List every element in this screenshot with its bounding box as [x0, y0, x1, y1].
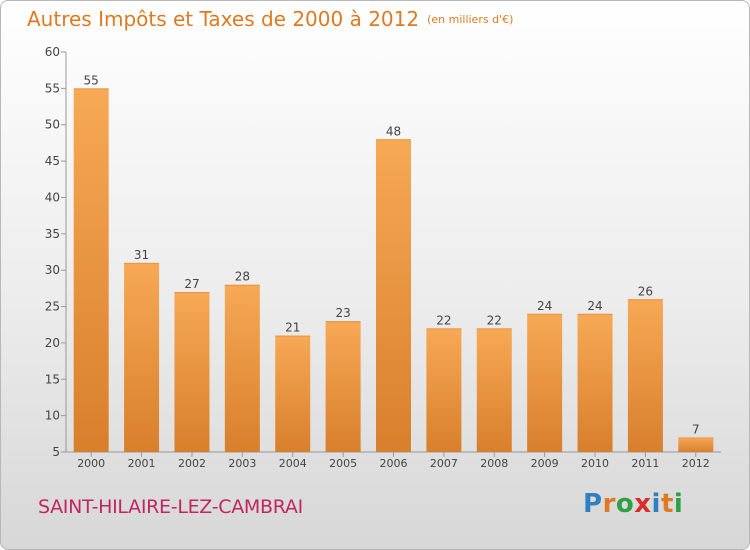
- bar: [174, 292, 210, 452]
- y-tick-label: 15: [45, 372, 60, 386]
- x-tick-label: 2006: [380, 457, 408, 470]
- brand-letter: x: [634, 489, 652, 519]
- brand-letter: P: [583, 489, 603, 519]
- y-tick-label: 20: [45, 336, 60, 350]
- data-label: 48: [386, 124, 401, 138]
- y-tick-label: 60: [45, 45, 60, 59]
- chart-unit: (en milliers d'€): [427, 13, 514, 26]
- x-tick-label: 2001: [128, 457, 156, 470]
- data-label: 22: [487, 313, 502, 327]
- y-tick-label: 35: [45, 227, 60, 241]
- bar: [224, 284, 260, 452]
- bar: [124, 262, 160, 452]
- x-tick-label: 2004: [279, 457, 307, 470]
- x-tick-label: 2008: [480, 457, 508, 470]
- x-tick-label: 2012: [682, 457, 710, 470]
- data-label: 24: [537, 299, 552, 313]
- bar: [527, 313, 563, 452]
- y-tick-label: 55: [45, 81, 60, 95]
- bar: [426, 328, 462, 452]
- bar: [376, 139, 411, 453]
- x-tick-label: 2007: [430, 457, 458, 470]
- x-tick-label: 2005: [329, 457, 357, 470]
- x-tick-label: 2003: [228, 457, 256, 470]
- y-tick-label: 10: [45, 409, 60, 423]
- data-label: 26: [638, 284, 653, 298]
- y-tick-label: 5: [52, 445, 60, 459]
- bar: [627, 299, 663, 452]
- brand-letter: i: [673, 489, 684, 519]
- brand-letter: t: [660, 489, 674, 519]
- x-tick-label: 2009: [531, 457, 559, 470]
- bar: [325, 321, 361, 452]
- data-label: 27: [184, 277, 199, 291]
- proxiti-logo: Proxiti: [583, 489, 683, 519]
- data-label: 7: [692, 422, 700, 436]
- commune-name: SAINT-HILAIRE-LEZ-CAMBRAI: [38, 496, 303, 518]
- x-tick-label: 2011: [631, 457, 659, 470]
- y-tick-label: 45: [45, 154, 60, 168]
- x-tick-label: 2010: [581, 457, 609, 470]
- chart-title-text: Autres Impôts et Taxes de 2000 à 2012: [27, 7, 420, 31]
- x-tick-label: 2002: [178, 457, 206, 470]
- data-label: 21: [285, 321, 300, 335]
- chart-title: Autres Impôts et Taxes de 2000 à 2012 (en…: [27, 7, 513, 31]
- brand-letter: o: [615, 489, 635, 519]
- data-label: 31: [134, 248, 149, 262]
- bar: [577, 313, 613, 452]
- data-label: 24: [587, 299, 602, 313]
- y-tick-label: 30: [45, 263, 60, 277]
- data-label: 55: [84, 73, 99, 87]
- y-tick-label: 40: [45, 190, 60, 204]
- bar: [476, 328, 512, 452]
- bar: [275, 335, 311, 452]
- y-tick-label: 25: [45, 300, 60, 314]
- bar: [73, 88, 109, 452]
- brand-letter: r: [602, 489, 616, 519]
- data-label: 22: [436, 313, 451, 327]
- y-tick-label: 50: [45, 118, 60, 132]
- data-label: 23: [335, 306, 350, 320]
- data-label: 28: [235, 270, 250, 284]
- x-tick-label: 2000: [77, 457, 105, 470]
- bar: [678, 437, 714, 452]
- brand-letter: i: [651, 489, 661, 519]
